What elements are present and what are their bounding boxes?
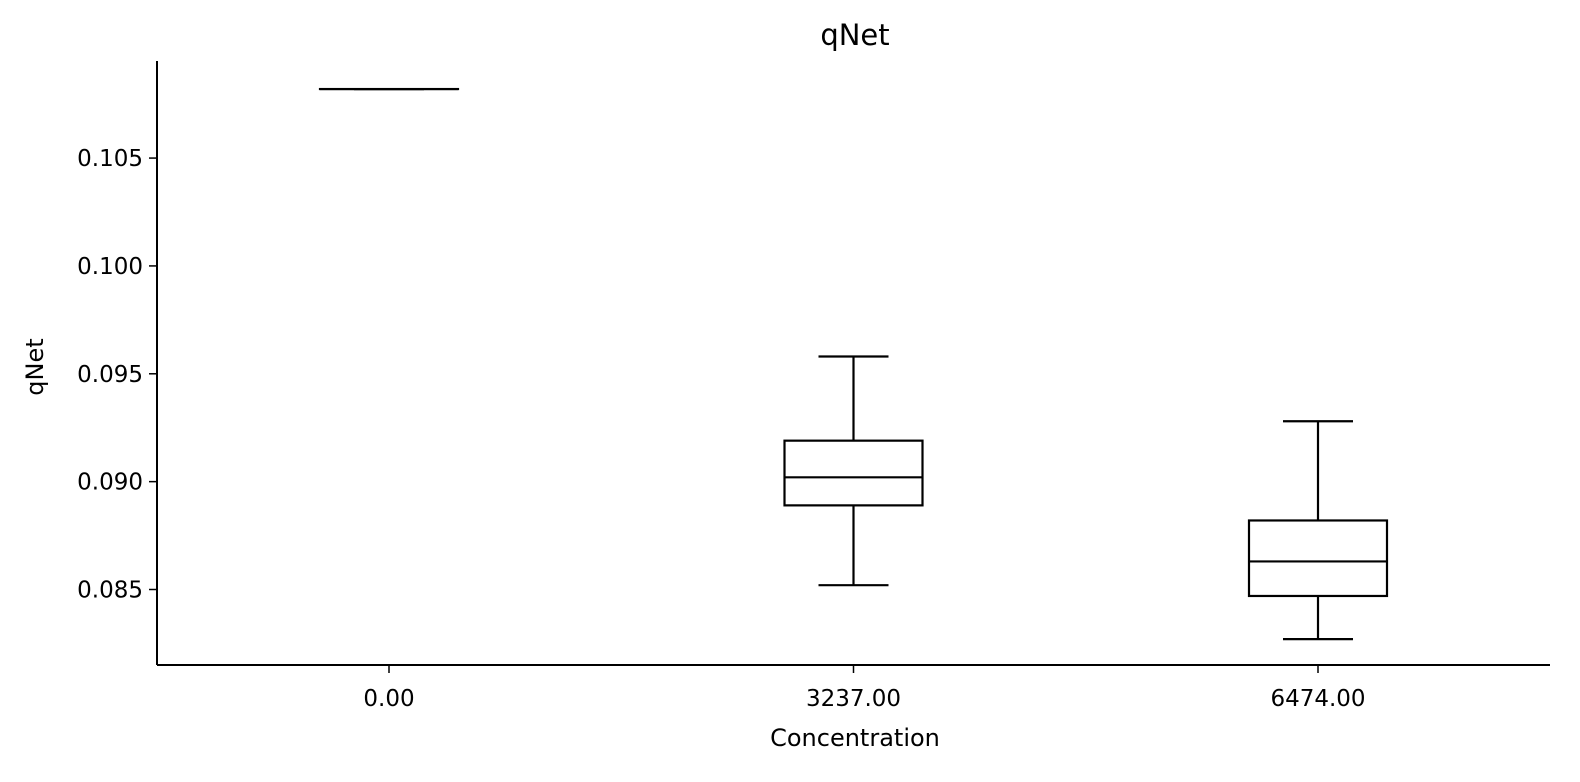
y-tick-label: 0.100 (77, 254, 143, 280)
x-tick-label: 6474.00 (1270, 686, 1365, 712)
y-tick-label: 0.105 (77, 146, 143, 172)
y-tick-label: 0.085 (77, 578, 143, 604)
box-iqr (1249, 520, 1387, 596)
y-tick-label: 0.090 (77, 470, 143, 496)
plot-area: 0.085 0.090 0.095 0.100 0.105 0.00 3237.00 6474… (77, 61, 1550, 712)
chart-title: qNet (820, 18, 889, 52)
y-tick-label: 0.095 (77, 362, 143, 388)
x-tick-label: 3237.00 (806, 686, 901, 712)
x-tick-label: 0.00 (363, 686, 414, 712)
x-axis-label: Concentration (770, 724, 940, 752)
y-axis-label: qNet (21, 338, 49, 395)
box-iqr (785, 441, 923, 506)
